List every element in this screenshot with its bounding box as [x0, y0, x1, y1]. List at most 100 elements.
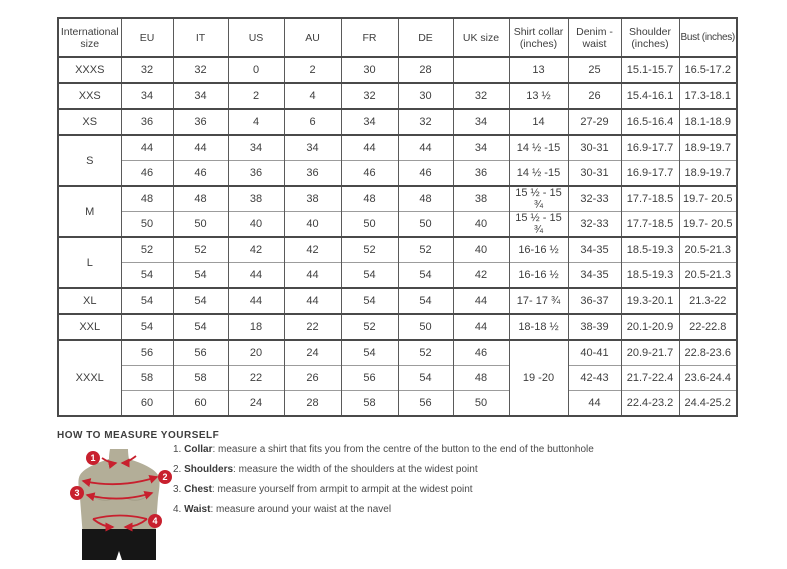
table-cell: 34-35 — [567, 262, 622, 288]
table-cell: 36 — [227, 160, 285, 186]
size-chart-table: International size EU IT US AU FR DE UK size Shi… — [57, 17, 738, 417]
table-cell: 44 — [452, 287, 510, 314]
table-cell: 27-29 — [567, 108, 622, 135]
collar-measure-arrow — [101, 457, 118, 469]
table-cell: 32 — [397, 108, 454, 135]
table-cell: 58 — [340, 390, 399, 416]
table-cell: 17.3-18.1 — [678, 82, 738, 109]
table-cell: 22-22.8 — [678, 313, 738, 340]
waist-measure-arrow-left — [92, 518, 115, 532]
table-cell: 19.7- 20.5 — [678, 211, 738, 237]
table-row: XXXS 32 32 0 2 30 28 13 25 15.1-15.7 16.5-17.2 — [57, 56, 738, 83]
table-row: XXL 54 54 18 22 52 50 44 18-18 ½ 38-39 20.1-20.9 22… — [57, 313, 738, 340]
table-cell: 22.4-23.2 — [620, 390, 680, 416]
table-cell: 34 — [227, 134, 285, 161]
table-cell: 34 — [452, 134, 510, 161]
table-cell: 24 — [227, 390, 285, 416]
table-cell: 20.9-21.7 — [620, 339, 680, 366]
table-cell: 52 — [397, 236, 454, 263]
table-cell: 46 — [120, 160, 174, 186]
table-cell: 54 — [120, 313, 174, 340]
table-cell: 36-37 — [567, 287, 622, 314]
table-cell: S — [57, 134, 122, 186]
table-row: 46 46 36 36 46 46 36 14 ½ -15 30-31 16.9-17.7 18.9… — [58, 160, 738, 186]
collar-measure-arrow-2 — [120, 455, 137, 468]
table-cell: 14 — [508, 108, 569, 135]
table-cell: 44 — [567, 390, 622, 416]
table-cell: 48 — [397, 185, 454, 212]
column-header: Denim - waist — [567, 17, 622, 58]
table-cell: 38 — [283, 185, 342, 212]
table-row: 60 60 24 28 58 56 50 44 22.4-23.2 24.4-25.2 — [58, 390, 738, 416]
table-cell: 44 — [340, 134, 399, 161]
table-cell: 18.5-19.3 — [620, 262, 680, 288]
column-header: US — [227, 17, 285, 58]
table-cell: XXXS — [57, 56, 122, 83]
table-cell: 18 — [227, 313, 285, 340]
table-cell: 34 — [340, 108, 399, 135]
table-cell: 14 ½ -15 — [508, 134, 569, 161]
column-header: EU — [120, 17, 174, 58]
table-cell: 15.4-16.1 — [620, 82, 680, 109]
table-cell: 34 — [120, 82, 174, 109]
marker-circle-3 — [70, 486, 84, 500]
table-cell: 22 — [227, 365, 285, 391]
measure-instruction-item: 3. Chest: measure yourself from armpit t… — [173, 483, 594, 496]
table-cell: 54 — [120, 287, 174, 314]
chest-measure-arrow — [85, 490, 154, 502]
table-cell: 18.1-18.9 — [678, 108, 738, 135]
table-cell: 13 ½ — [508, 82, 569, 109]
table-cell: 50 — [397, 211, 454, 237]
table-cell: 26 — [283, 365, 342, 391]
column-header: Bust (inches) — [678, 17, 738, 58]
table-cell: 52 — [172, 236, 229, 263]
table-cell: 54 — [397, 365, 454, 391]
table-cell: 16-16 ½ — [508, 236, 569, 263]
measure-section-title: HOW TO MEASURE YOURSELF — [57, 430, 220, 441]
column-header: Shirt collar (inches) — [508, 17, 569, 58]
table-cell: 18.9-19.7 — [678, 134, 738, 161]
table-cell: 56 — [397, 390, 454, 416]
table-cell: 28 — [397, 56, 454, 83]
table-row: XS 36 36 4 6 34 32 34 14 27-29 16.5-16.4 18.1-18.9 — [57, 108, 738, 135]
table-cell: 52 — [340, 236, 399, 263]
table-cell: 18.9-19.7 — [678, 160, 738, 186]
table-cell: 20.1-20.9 — [620, 313, 680, 340]
table-cell: 54 — [172, 262, 229, 288]
table-cell: 32-33 — [567, 185, 622, 212]
table-cell: 48 — [172, 185, 229, 212]
table-cell: 25 — [567, 56, 622, 83]
size-table-body: XXXS 32 32 0 2 30 28 13 25 15.1-15.7 16.5-17.2 XXS 3… — [57, 56, 738, 416]
list-item-text: : measure the width of the shoulders at … — [233, 464, 478, 475]
table-cell: 46 — [340, 160, 399, 186]
table-row: 50 50 40 40 50 50 40 15 ½ - 15 ¾ 32-33 17.7-18.5 1… — [58, 211, 738, 237]
table-cell: 22 — [283, 313, 342, 340]
table-cell: 54 — [340, 339, 399, 366]
table-cell: 60 — [172, 390, 229, 416]
table-cell: 54 — [172, 313, 229, 340]
table-cell: 20.5-21.3 — [678, 236, 738, 263]
table-cell: 19.7- 20.5 — [678, 185, 738, 212]
table-cell: 4 — [283, 82, 342, 109]
mannequin-illustration: 1 2 3 4 — [70, 449, 172, 560]
marker-number-4: 4 — [152, 516, 157, 526]
table-cell: 19.3-20.1 — [620, 287, 680, 314]
table-cell: 30 — [340, 56, 399, 83]
table-cell: 44 — [227, 287, 285, 314]
column-header: AU — [283, 17, 342, 58]
table-cell: 56 — [172, 339, 229, 366]
table-row: L 52 52 42 42 52 52 40 16-16 ½ 34-35 18.5-19.3 20.5… — [57, 236, 738, 288]
table-cell: 30 — [397, 82, 454, 109]
table-cell: 15 ½ - 15 ¾ — [508, 211, 569, 237]
table-cell: 38 — [227, 185, 285, 212]
table-cell: 40 — [227, 211, 285, 237]
table-cell: 54 — [340, 287, 399, 314]
marker-circle-1 — [86, 451, 100, 465]
table-cell: 44 — [172, 134, 229, 161]
marker-number-2: 2 — [162, 472, 167, 482]
column-header: Shoulder (inches) — [620, 17, 680, 58]
table-cell: 52 — [340, 313, 399, 340]
list-item-label: Waist — [184, 504, 211, 515]
table-cell: 14 ½ -15 — [508, 160, 569, 186]
